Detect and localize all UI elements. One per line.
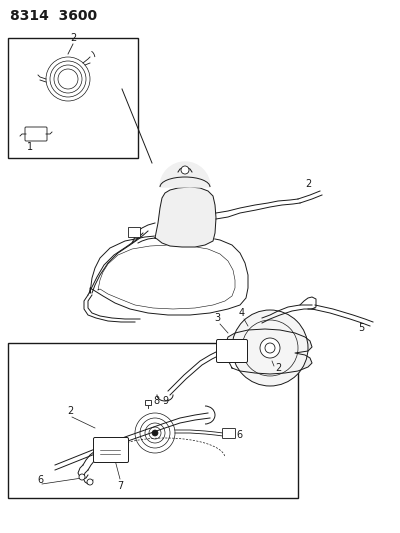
Text: 4: 4 bbox=[239, 308, 245, 318]
Circle shape bbox=[79, 474, 85, 480]
Circle shape bbox=[260, 338, 280, 358]
Bar bbox=[145, 400, 151, 405]
Polygon shape bbox=[155, 187, 216, 247]
Text: 2: 2 bbox=[275, 363, 281, 373]
FancyBboxPatch shape bbox=[222, 429, 236, 439]
Text: 1: 1 bbox=[27, 142, 33, 152]
Text: 9: 9 bbox=[162, 396, 168, 406]
Text: 2: 2 bbox=[67, 406, 73, 416]
Circle shape bbox=[232, 310, 308, 386]
Circle shape bbox=[265, 343, 275, 353]
Circle shape bbox=[242, 320, 298, 376]
Bar bbox=[128, 227, 140, 237]
Text: 2: 2 bbox=[305, 179, 311, 189]
Text: 6: 6 bbox=[236, 430, 242, 440]
FancyBboxPatch shape bbox=[216, 340, 248, 362]
Bar bbox=[8, 38, 138, 158]
Text: 7: 7 bbox=[117, 481, 123, 491]
Text: 8314  3600: 8314 3600 bbox=[10, 9, 97, 23]
Text: 8: 8 bbox=[153, 396, 159, 406]
Circle shape bbox=[87, 479, 93, 485]
Bar bbox=[8, 343, 298, 498]
FancyBboxPatch shape bbox=[25, 127, 47, 141]
Circle shape bbox=[181, 166, 189, 174]
Wedge shape bbox=[160, 162, 210, 187]
FancyBboxPatch shape bbox=[94, 438, 128, 463]
Text: 6: 6 bbox=[37, 475, 43, 485]
Text: 2: 2 bbox=[70, 33, 76, 43]
Circle shape bbox=[152, 430, 158, 436]
Text: 5: 5 bbox=[358, 323, 364, 333]
Polygon shape bbox=[226, 329, 312, 374]
Text: 3: 3 bbox=[214, 313, 220, 323]
